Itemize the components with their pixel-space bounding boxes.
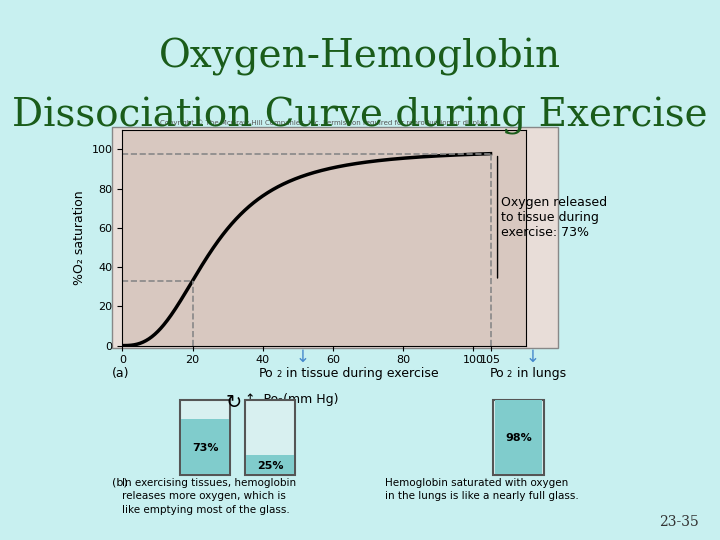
Text: releases more oxygen, which is: releases more oxygen, which is	[122, 491, 287, 502]
Text: Hemoglobin saturated with oxygen: Hemoglobin saturated with oxygen	[385, 478, 569, 488]
Text: 2: 2	[507, 370, 512, 379]
Text: ↓: ↓	[526, 348, 540, 366]
Text: Dissociation Curve during Exercise: Dissociation Curve during Exercise	[12, 97, 708, 135]
Text: like emptying most of the glass.: like emptying most of the glass.	[122, 505, 290, 515]
Text: ↑  Po₂(mm Hg): ↑ Po₂(mm Hg)	[245, 393, 338, 406]
Text: 23-35: 23-35	[659, 515, 698, 529]
Text: (a): (a)	[112, 367, 129, 380]
Text: Po: Po	[259, 367, 274, 380]
Text: 2: 2	[276, 370, 282, 379]
Text: Oxygen-Hemoglobin: Oxygen-Hemoglobin	[159, 38, 561, 76]
Text: Oxygen released
to tissue during
exercise: 73%: Oxygen released to tissue during exercis…	[501, 195, 607, 239]
Text: Po: Po	[490, 367, 504, 380]
Text: ↓: ↓	[295, 348, 310, 366]
Text: in tissue during exercise: in tissue during exercise	[282, 367, 439, 380]
Text: 25%: 25%	[257, 461, 283, 471]
Text: (b): (b)	[112, 478, 127, 488]
Title: Copyright © The McGraw-Hill Companies, Inc. Permission required for reproduction: Copyright © The McGraw-Hill Companies, I…	[160, 120, 488, 126]
Text: 98%: 98%	[505, 433, 532, 443]
Text: In exercising tissues, hemoglobin: In exercising tissues, hemoglobin	[122, 478, 297, 488]
Text: in the lungs is like a nearly full glass.: in the lungs is like a nearly full glass…	[385, 491, 579, 502]
Y-axis label: %O₂ saturation: %O₂ saturation	[73, 190, 86, 285]
Text: in lungs: in lungs	[513, 367, 566, 380]
Text: 73%: 73%	[192, 443, 218, 453]
Text: ↻: ↻	[226, 393, 242, 412]
